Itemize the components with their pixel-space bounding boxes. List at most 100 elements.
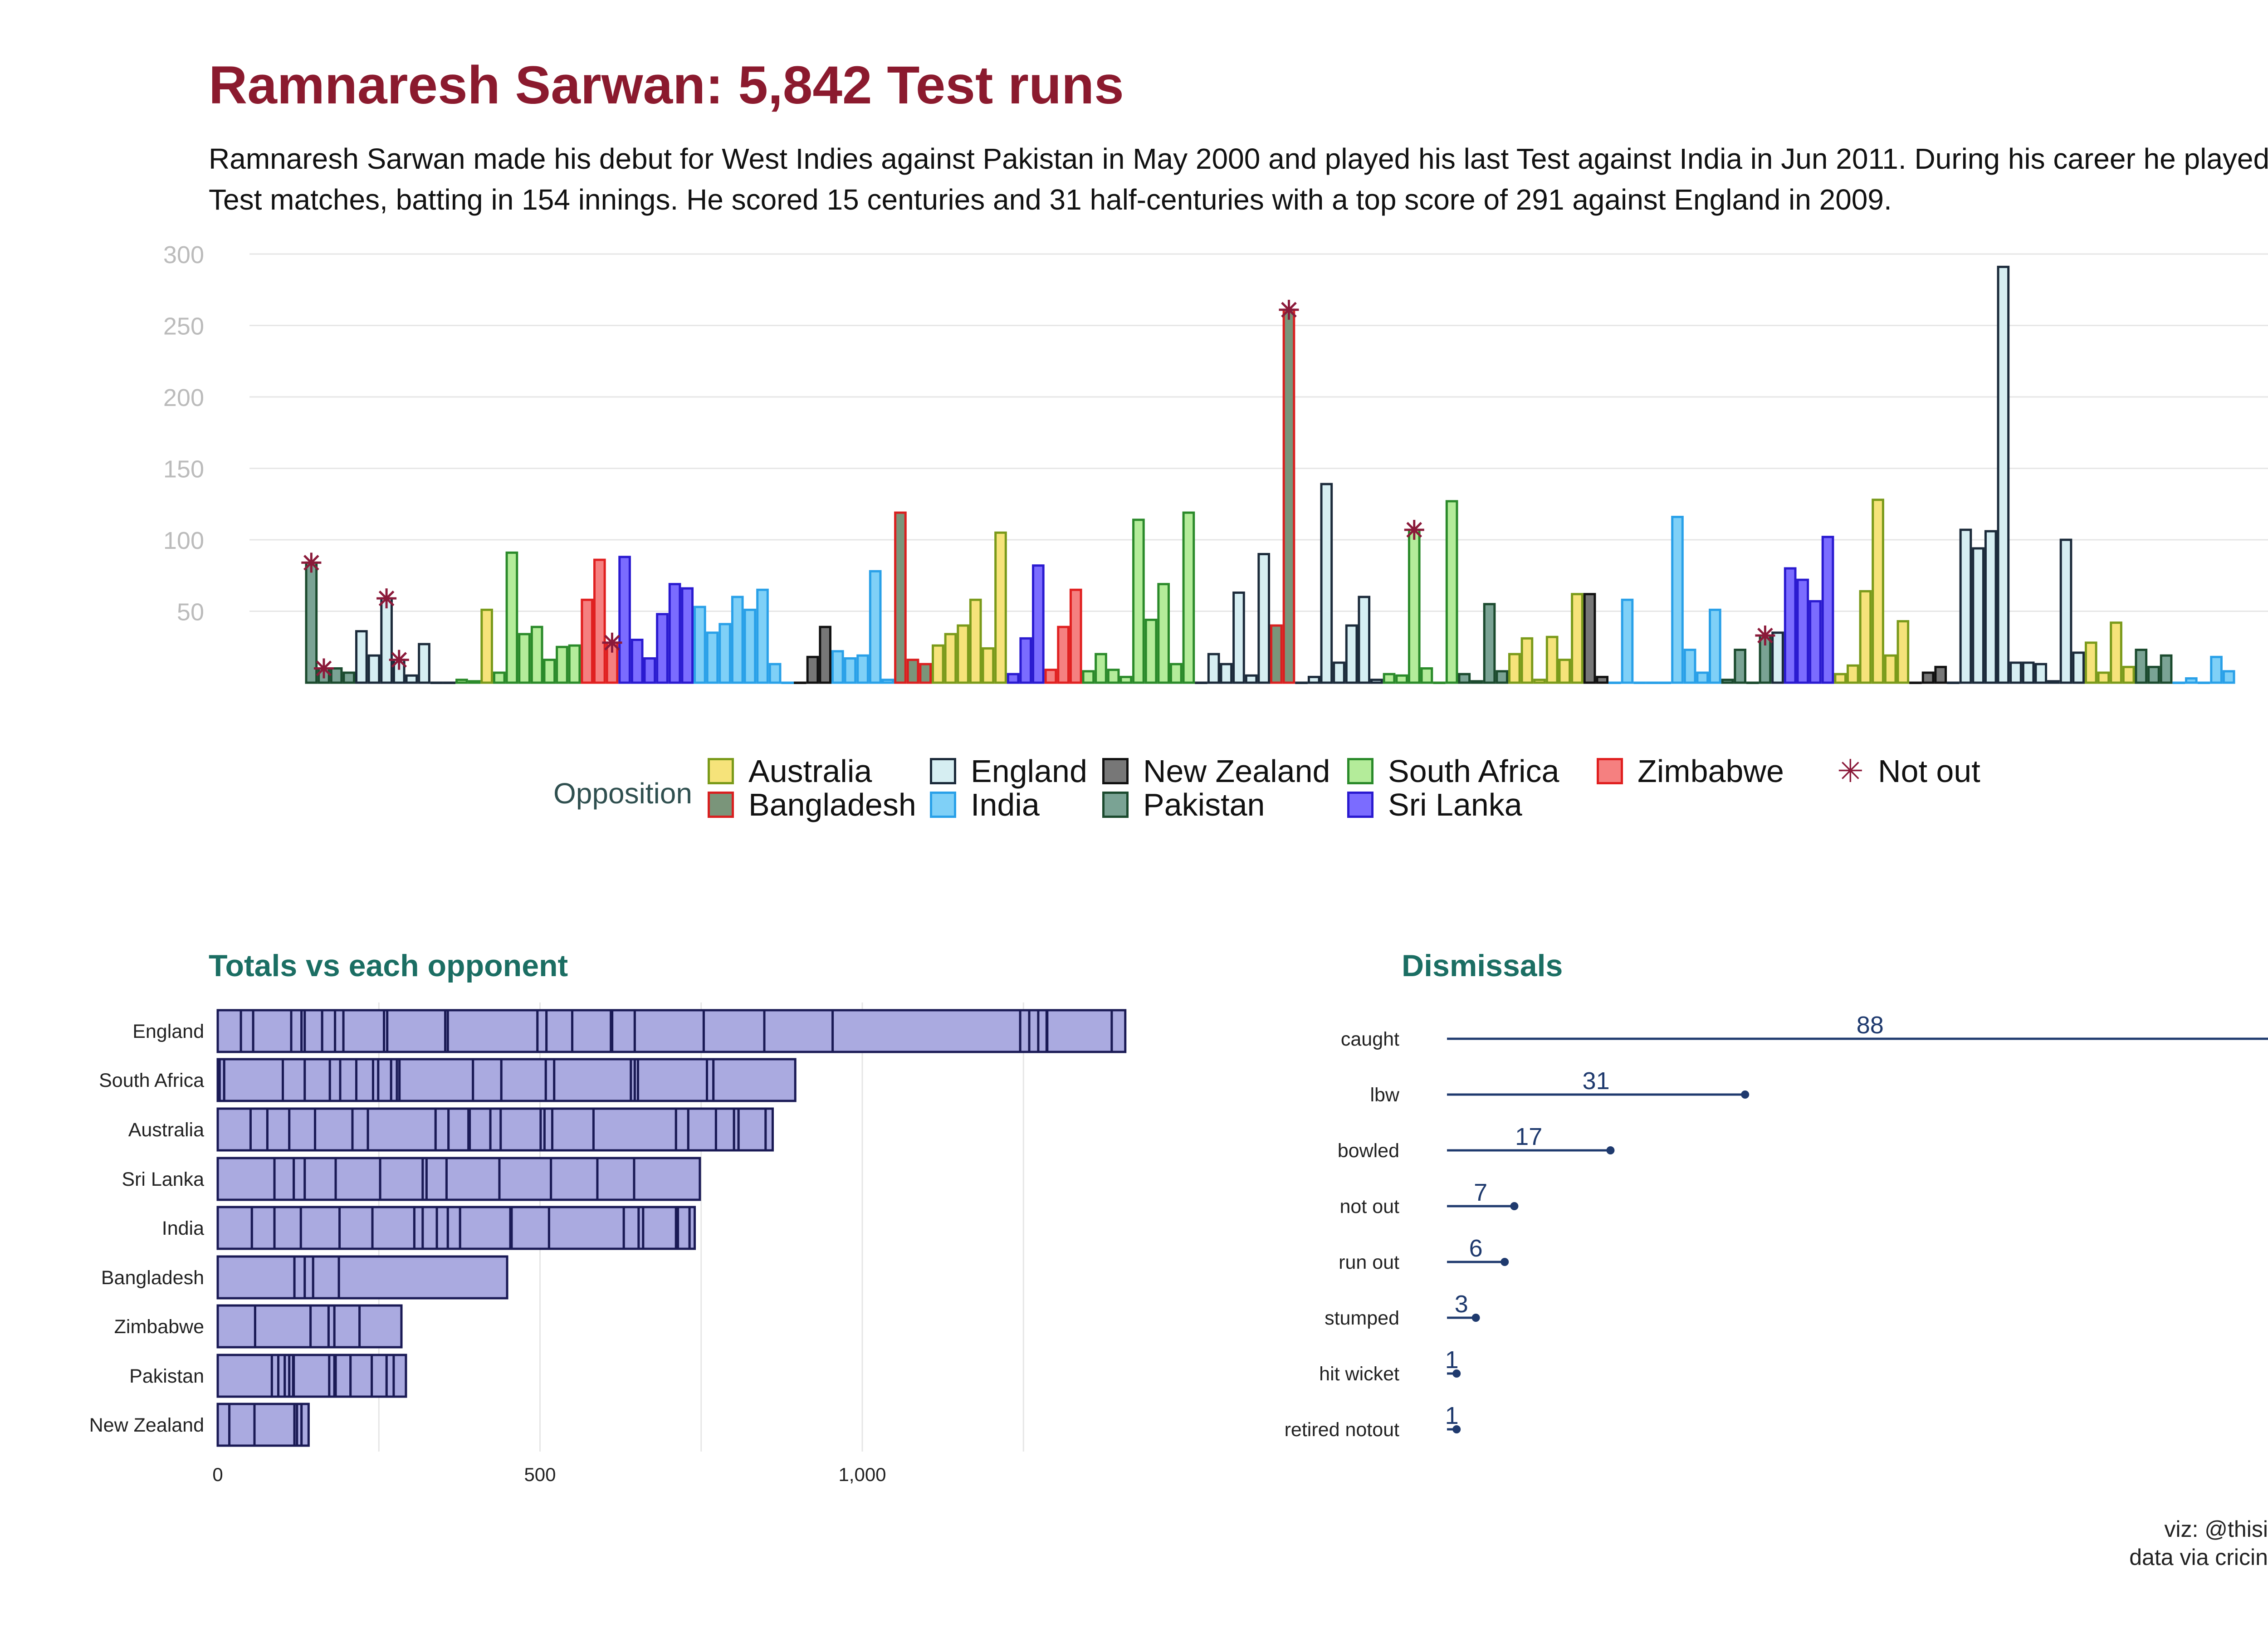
total-segment	[445, 1157, 501, 1201]
innings-bar	[405, 674, 418, 684]
caption-viz: viz: @thisisdaryn	[2164, 1516, 2268, 1542]
total-segment	[293, 1354, 331, 1398]
innings-bar	[418, 643, 430, 684]
innings-bar	[1307, 675, 1320, 684]
legend-label: Bangladesh	[748, 787, 916, 822]
innings-bar	[994, 531, 1007, 684]
innings-bar	[819, 626, 831, 684]
total-segment	[367, 1107, 437, 1152]
innings-bar	[556, 645, 568, 684]
innings-bar	[743, 608, 757, 684]
innings-bar	[2222, 670, 2235, 684]
total-segment	[592, 1107, 677, 1152]
total-segment	[622, 1206, 640, 1250]
innings-bar	[1383, 673, 1396, 684]
legend-label: South Africa	[1388, 753, 1559, 789]
total-segment	[764, 1107, 774, 1152]
total-segment	[312, 1255, 340, 1300]
total-segment	[358, 1304, 403, 1349]
innings-bar	[1445, 500, 1458, 684]
total-segment	[216, 1157, 276, 1201]
total-segment	[351, 1107, 369, 1152]
innings-bar	[480, 608, 493, 684]
total-segment	[545, 1009, 574, 1053]
total-segment	[596, 1157, 635, 1201]
total-segment	[714, 1107, 735, 1152]
innings-bar	[2022, 661, 2035, 684]
innings-bar	[1232, 592, 1245, 684]
innings-bar	[1057, 626, 1070, 684]
total-segment	[737, 1107, 767, 1152]
total-segment	[421, 1206, 438, 1250]
dismissal-label: hit wicket	[1319, 1363, 1399, 1385]
total-segment	[216, 1304, 256, 1349]
innings-bar	[305, 561, 318, 684]
total-segment	[216, 1403, 231, 1447]
innings-bar	[656, 613, 669, 684]
total-segment	[223, 1058, 284, 1102]
legend-swatch	[1102, 792, 1129, 818]
legend-label: Sri Lanka	[1388, 787, 1522, 822]
total-segment	[489, 1107, 502, 1152]
innings-bar	[944, 633, 957, 684]
asterisk-icon: ✳	[1837, 753, 1864, 789]
innings-bar	[1846, 664, 1859, 684]
innings-bar	[1408, 528, 1421, 684]
not-out-marker-stroke	[378, 590, 395, 606]
innings-bar	[1220, 663, 1233, 684]
innings-bar	[2160, 654, 2173, 684]
innings-bar	[1007, 673, 1020, 684]
not-out-marker	[301, 552, 322, 573]
innings-bar	[1069, 588, 1082, 684]
lollipop-dot	[1471, 1314, 1480, 1322]
innings-bar	[2072, 651, 2085, 684]
total-segment	[293, 1255, 306, 1300]
innings-bar	[756, 588, 769, 684]
innings-bar	[1245, 674, 1258, 684]
total-segment	[472, 1058, 503, 1102]
innings-bar	[681, 587, 694, 684]
total-segment	[547, 1206, 625, 1250]
total-segment	[250, 1206, 276, 1250]
total-segment	[642, 1206, 677, 1250]
legend-item-england: England	[930, 753, 1087, 789]
innings-bar	[1019, 637, 1032, 684]
total-segment	[338, 1206, 374, 1250]
legend-label: England	[971, 753, 1087, 789]
innings-bar	[1257, 553, 1271, 684]
innings-bar	[1834, 673, 1847, 684]
total-segment	[1110, 1009, 1127, 1053]
total-segment	[446, 1009, 539, 1053]
innings-bar	[505, 551, 518, 684]
dismissal-label: not out	[1340, 1196, 1400, 1217]
total-segment	[288, 1107, 317, 1152]
innings-bar	[1859, 590, 1872, 684]
dismissal-value: 88	[1857, 1012, 1884, 1039]
dismissal-label: run out	[1339, 1252, 1399, 1273]
innings-bar	[330, 667, 343, 684]
total-segment	[273, 1157, 295, 1201]
innings-bar	[1533, 679, 1546, 684]
total-segment	[216, 1009, 242, 1053]
chart-title: Ramnaresh Sarwan: 5,842 Test runs	[209, 55, 1124, 115]
innings-bar	[1821, 536, 1834, 684]
innings-bar	[1583, 593, 1596, 684]
total-segment	[216, 1255, 296, 1300]
innings-bar	[1095, 653, 1107, 684]
total-segment	[290, 1009, 303, 1053]
innings-bar	[1696, 671, 1709, 684]
dismissal-value: 7	[1474, 1179, 1487, 1206]
totals-axis: 0 500 1,000 England South Africa Australia Sri…	[89, 1021, 886, 1485]
dismissal-label: caught	[1341, 1028, 1399, 1050]
category-label: Australia	[128, 1119, 204, 1141]
total-segment	[328, 1058, 342, 1102]
total-segment	[337, 1255, 508, 1300]
innings-bar	[2059, 538, 2072, 684]
lollipop-dot	[1606, 1146, 1615, 1154]
not-out-marker-stroke	[316, 660, 332, 676]
total-segment	[379, 1157, 424, 1201]
caption: viz: @thisisdaryn data via cricinfo.com	[2129, 1515, 2268, 1571]
caption-source: data via cricinfo.com	[2129, 1545, 2268, 1570]
y-tick-label-left: 50	[177, 599, 204, 626]
